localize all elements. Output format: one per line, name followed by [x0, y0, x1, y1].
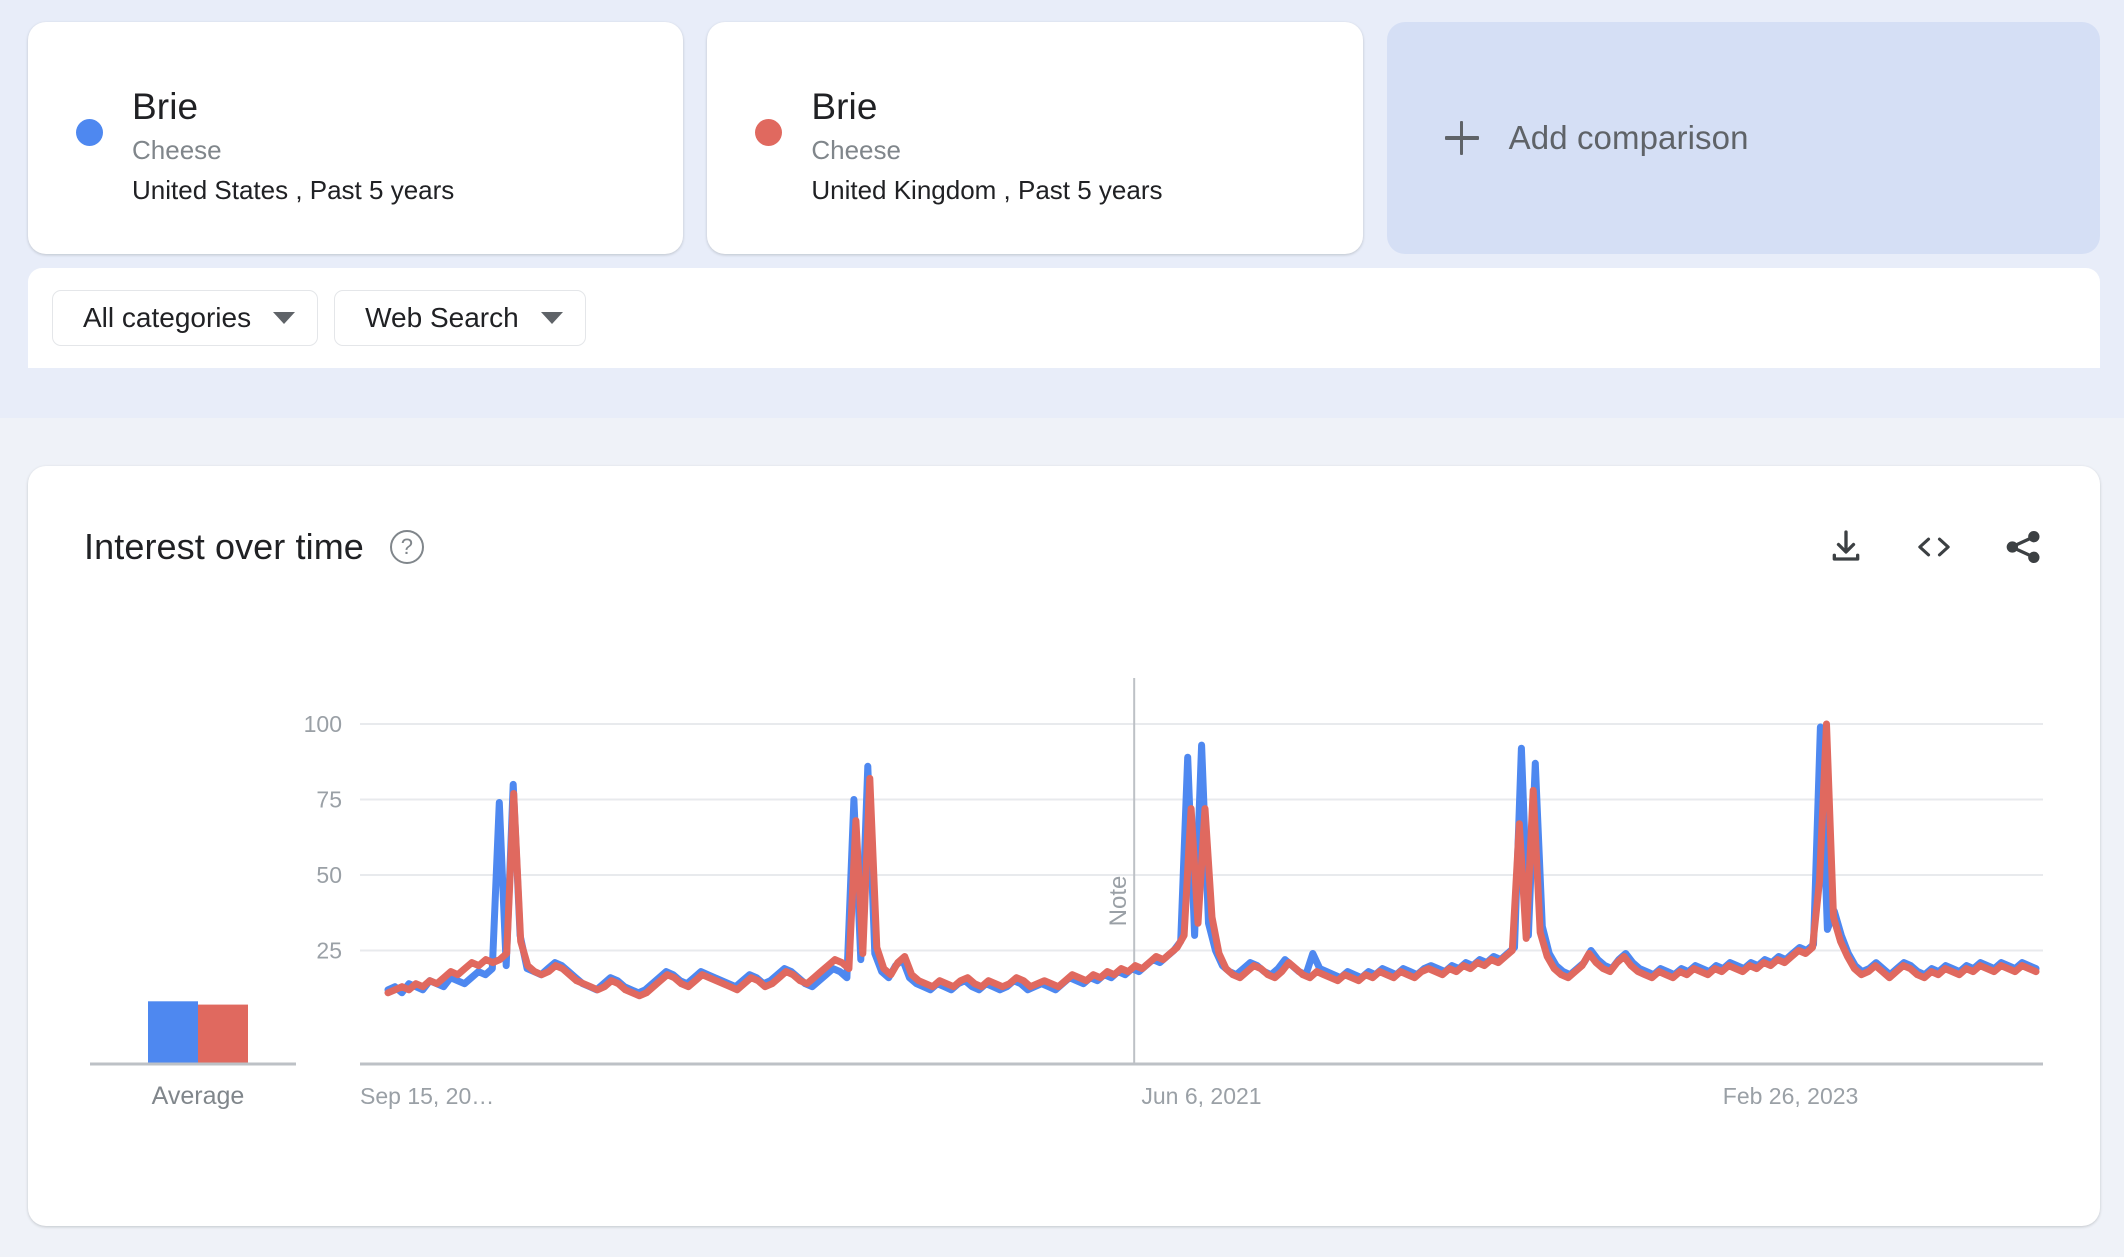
panel-header: Interest over time ?	[84, 522, 2044, 572]
note-annotation-label: Note	[1105, 876, 1132, 927]
interest-over-time-chart[interactable]: 100 75 50 25 Note Sep 15, 20… Jun 6, 2021 Feb 2…	[28, 616, 2100, 1176]
average-bar-series-1	[198, 1004, 248, 1064]
y-axis-tick-label: 75	[316, 787, 342, 813]
y-axis-tick-label: 100	[304, 711, 342, 737]
chevron-down-icon	[273, 312, 296, 324]
add-comparison-label: Add comparison	[1508, 119, 1749, 156]
share-icon[interactable]	[2002, 527, 2044, 567]
interest-over-time-panel: Interest over time ? 100 75 50 25 Note Sep 15…	[28, 466, 2100, 1226]
average-bar-series-0	[148, 1001, 198, 1064]
x-axis-tick-label: Feb 26, 2023	[1723, 1083, 1859, 1109]
embed-code-icon[interactable]	[1912, 527, 1956, 567]
filter-label: All categories	[83, 302, 252, 333]
chevron-down-icon	[540, 312, 563, 324]
plus-icon	[1444, 121, 1479, 155]
query-term: Brie	[811, 86, 878, 127]
add-comparison-button[interactable]: Add comparison	[1386, 22, 2100, 254]
series-dot-blue	[76, 119, 103, 146]
page-title: Interest over time	[84, 526, 364, 567]
query-card-2[interactable]: Brie Cheese United Kingdom , Past 5 year…	[707, 22, 1363, 254]
query-term: Brie	[132, 86, 199, 127]
chart-line-series-0	[384, 723, 2040, 997]
help-icon[interactable]: ?	[389, 530, 424, 564]
series-dot-red	[755, 119, 783, 146]
query-meta: United States , Past 5 years	[132, 175, 455, 205]
y-axis-tick-label: 25	[316, 938, 342, 964]
query-cards-row: Brie Cheese United States , Past 5 years…	[28, 22, 2100, 254]
download-icon[interactable]	[1826, 527, 1866, 567]
x-axis-tick-label: Jun 6, 2021	[1141, 1083, 1261, 1109]
query-subtitle: Cheese	[132, 135, 222, 165]
query-subtitle: Cheese	[811, 135, 901, 165]
x-axis-tick-label: Sep 15, 20…	[360, 1083, 494, 1109]
filter-search-type[interactable]: Web Search	[334, 290, 586, 346]
query-meta: United Kingdom , Past 5 years	[811, 175, 1163, 205]
chart-line-series-1	[384, 720, 2040, 1000]
filter-all-categories[interactable]: All categories	[52, 290, 319, 346]
filter-bar: All categories Web Search	[28, 268, 2100, 368]
filter-label: Web Search	[365, 302, 519, 333]
query-card-1[interactable]: Brie Cheese United States , Past 5 years	[28, 22, 684, 254]
chart-area[interactable]: 100 75 50 25 Note Sep 15, 20… Jun 6, 2021 Feb 2…	[28, 616, 2100, 1176]
average-label: Average	[152, 1082, 245, 1110]
y-axis-tick-label: 50	[316, 862, 342, 888]
panel-actions	[1826, 527, 2044, 567]
